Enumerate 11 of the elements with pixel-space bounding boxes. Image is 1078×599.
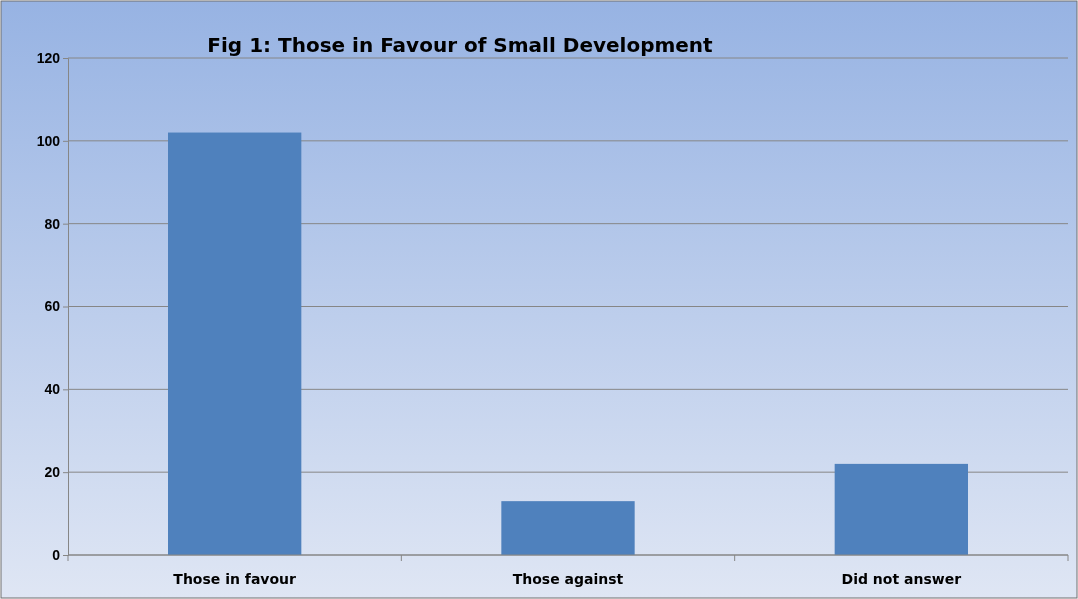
y-tick-label: 80: [44, 215, 61, 232]
y-tick-label: 100: [36, 132, 61, 149]
y-tick-label: 60: [44, 298, 61, 315]
x-tick-label: Did not answer: [841, 571, 962, 587]
y-tick-label: 120: [36, 49, 61, 66]
y-tick-label: 20: [44, 464, 61, 481]
y-tick-label: 40: [44, 381, 61, 398]
x-tick-label: Those against: [512, 571, 624, 587]
y-tick-label: 0: [52, 546, 61, 563]
chart-title: Fig 1: Those in Favour of Small Development: [207, 33, 714, 57]
x-tick-label: Those in favour: [173, 571, 297, 587]
